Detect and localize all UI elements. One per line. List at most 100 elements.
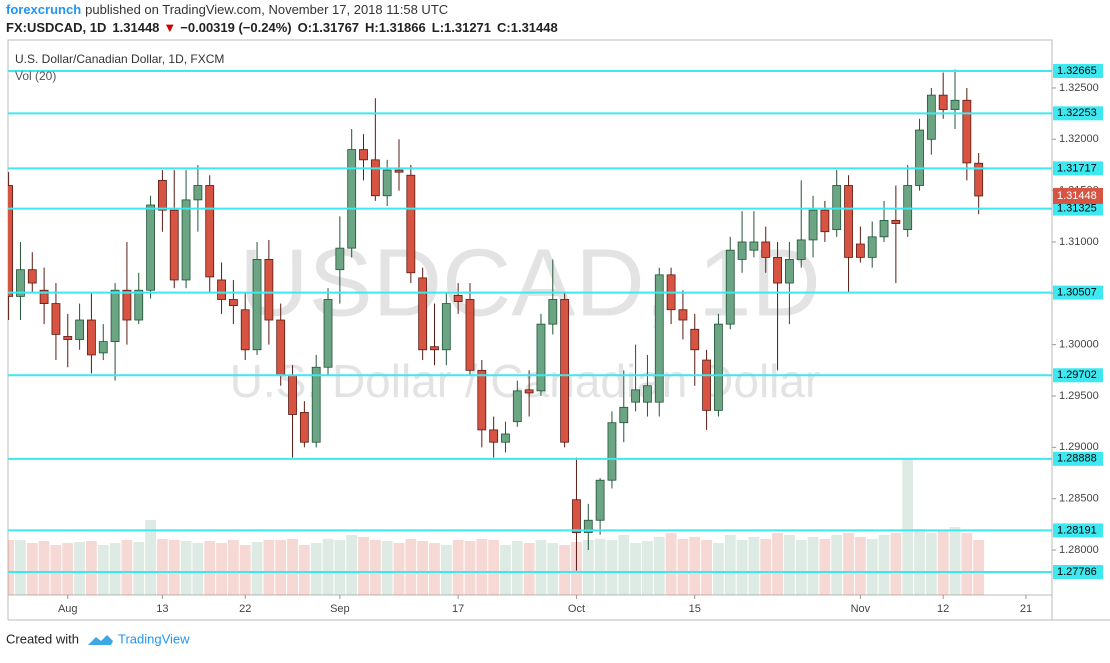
level-label: 1.30507 [1057,287,1097,299]
volume-bar [535,540,547,595]
last-price-tag [1053,187,1103,204]
volume-bar [642,541,653,595]
volume-bar [713,543,724,595]
candle-body [288,375,297,415]
y-tick-label: 1.32000 [1059,133,1099,145]
x-tick-label: 12 [937,603,949,615]
volume-bar [594,539,606,595]
volume-bar [38,541,50,595]
level-label: 1.31325 [1057,203,1097,215]
volume-bar [97,545,109,595]
symbol: FX:USDCAD, 1D [6,20,106,35]
volume-bar [50,545,62,595]
candle-body [394,169,404,173]
volume-bar [701,540,712,595]
volume-bar [298,545,310,595]
volume-bar [156,539,168,595]
level-label: 1.32253 [1057,107,1097,119]
published: published on TradingView.com, November 1… [85,2,448,17]
volume-bar [322,539,334,595]
candle-body [867,236,877,258]
volume-bar [606,540,618,595]
volume-bar [890,533,902,595]
volume-bar [559,545,571,595]
header-line: forexcrunch published on TradingView.com,… [6,2,448,17]
candle-body [441,303,451,351]
volume-bar [192,543,204,595]
chart-title: U.S. Dollar/Canadian Dollar, 1D, FXCM [15,52,224,66]
candle-body [98,341,108,354]
level-tag [1053,64,1103,79]
brand-icon [88,635,113,645]
volume-bar [476,539,488,595]
volume-bar [582,540,594,595]
level-tag [1053,201,1103,216]
candle-body [418,277,428,351]
candle-body [631,389,641,403]
y-tick-label: 1.30000 [1059,339,1099,351]
candle-body [714,323,723,411]
volume-bar [180,541,192,595]
volume-bar [914,529,925,595]
volume-bar [62,543,74,595]
candle-body [359,149,368,161]
volume-bar [263,540,275,595]
level-tag [1053,564,1103,579]
candle-body [784,259,794,284]
close: C:1.31448 [497,20,558,35]
volume-bar [26,543,38,595]
x-tick-label: Oct [568,603,585,615]
candle-body [63,336,73,340]
volume-bar [440,545,452,595]
candle-body [181,199,191,281]
axes: 1.325001.320001.315001.310001.305001.300… [8,64,1103,615]
volume-bar [109,543,121,595]
volume-bar [807,537,819,595]
volume-bar [831,535,843,595]
candle-body [406,174,416,274]
watermark: USDCAD, 1D [239,229,820,336]
volume-bar [429,543,440,595]
change: −0.00319 (−0.24%) [180,20,291,35]
level-tag [1053,368,1103,383]
volume-bar [358,537,369,595]
candle-body [110,289,120,342]
x-tick-label: 13 [156,603,168,615]
volume-bar [500,545,511,595]
candle-body [370,159,380,197]
candle-body [228,299,238,307]
candle-body [122,289,132,321]
candle-body [915,129,924,186]
candle-body [75,319,84,340]
level-label: 1.27786 [1057,566,1097,578]
volume-bar [724,535,736,595]
volume-bar [523,543,535,595]
y-tick-label: 1.32500 [1059,82,1099,94]
candle-body [879,220,889,238]
y-tick-label: 1.28000 [1059,544,1099,556]
volume-bar [121,540,133,595]
volume-bar [216,543,227,595]
volume-bar [819,539,831,595]
candle-body [240,309,250,351]
volume-bar [464,541,476,595]
candle-body [465,299,475,371]
volume-bar [15,540,26,595]
volume-bar [74,542,86,595]
volume-bar [843,533,854,595]
candle-body [252,259,262,351]
candle-body [536,323,546,392]
volume-bar [937,531,949,595]
volume-bar [866,539,878,595]
candle-body [938,94,948,110]
candle-body [796,239,806,260]
candle-body [619,406,629,424]
volume-bar [854,537,866,595]
candle-body [950,99,960,110]
candle-body [87,319,96,356]
last: 1.31448 [112,20,159,35]
volume-bar [417,541,429,595]
candle-body [926,94,936,140]
candle-body [453,294,463,302]
candle-body [832,185,842,231]
